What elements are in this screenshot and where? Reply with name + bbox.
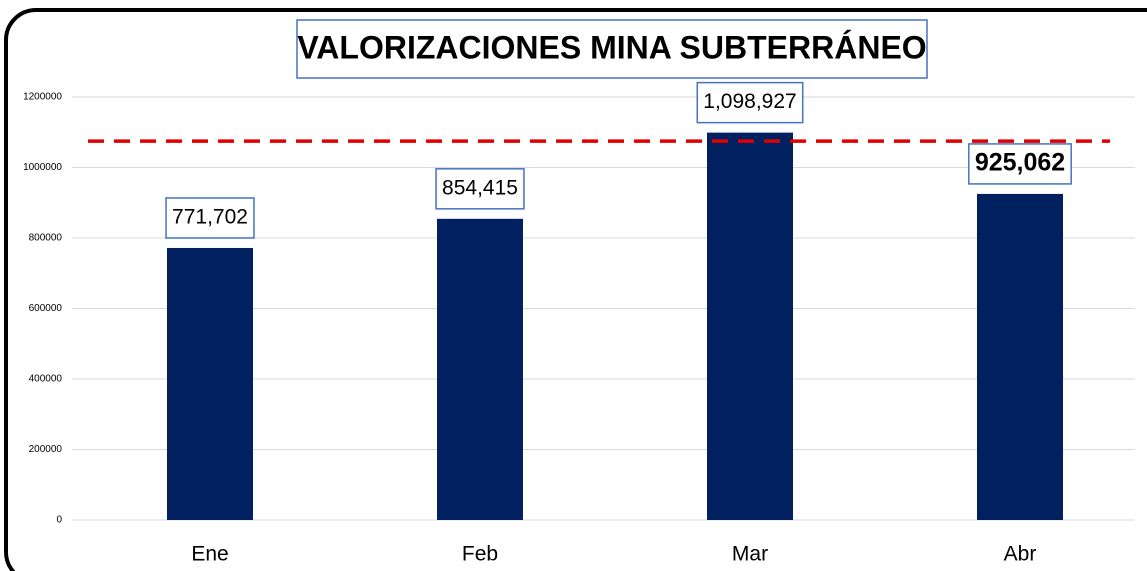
value-label-box — [435, 168, 525, 210]
x-tick-label: Abr — [1004, 543, 1037, 566]
title-box — [296, 19, 928, 79]
y-tick-label: 1000000 — [23, 162, 62, 173]
value-label: 1,098,927 — [703, 90, 796, 113]
x-tick-label: Ene — [191, 543, 228, 566]
chart-title: VALORIZACIONES MINA SUBTERRÁNEO — [297, 29, 926, 65]
y-tick-label: 0 — [56, 515, 62, 526]
value-label-box — [165, 197, 255, 239]
value-label: 771,702 — [172, 206, 248, 229]
value-label-box — [696, 81, 804, 124]
bar — [707, 132, 793, 520]
chart-frame — [4, 8, 1147, 571]
y-tick-label: 200000 — [29, 444, 63, 455]
bar — [977, 193, 1063, 520]
value-label: 854,415 — [442, 176, 518, 199]
y-tick-label: 400000 — [29, 374, 63, 385]
bar — [167, 247, 253, 521]
x-tick-label: Feb — [462, 543, 498, 566]
bar — [437, 218, 523, 520]
x-tick-label: Mar — [732, 543, 768, 566]
y-tick-label: 1200000 — [23, 92, 62, 103]
value-label-box — [968, 143, 1072, 185]
value-label: 925,062 — [975, 149, 1065, 177]
y-tick-label: 600000 — [29, 303, 63, 314]
y-tick-label: 800000 — [29, 233, 63, 244]
